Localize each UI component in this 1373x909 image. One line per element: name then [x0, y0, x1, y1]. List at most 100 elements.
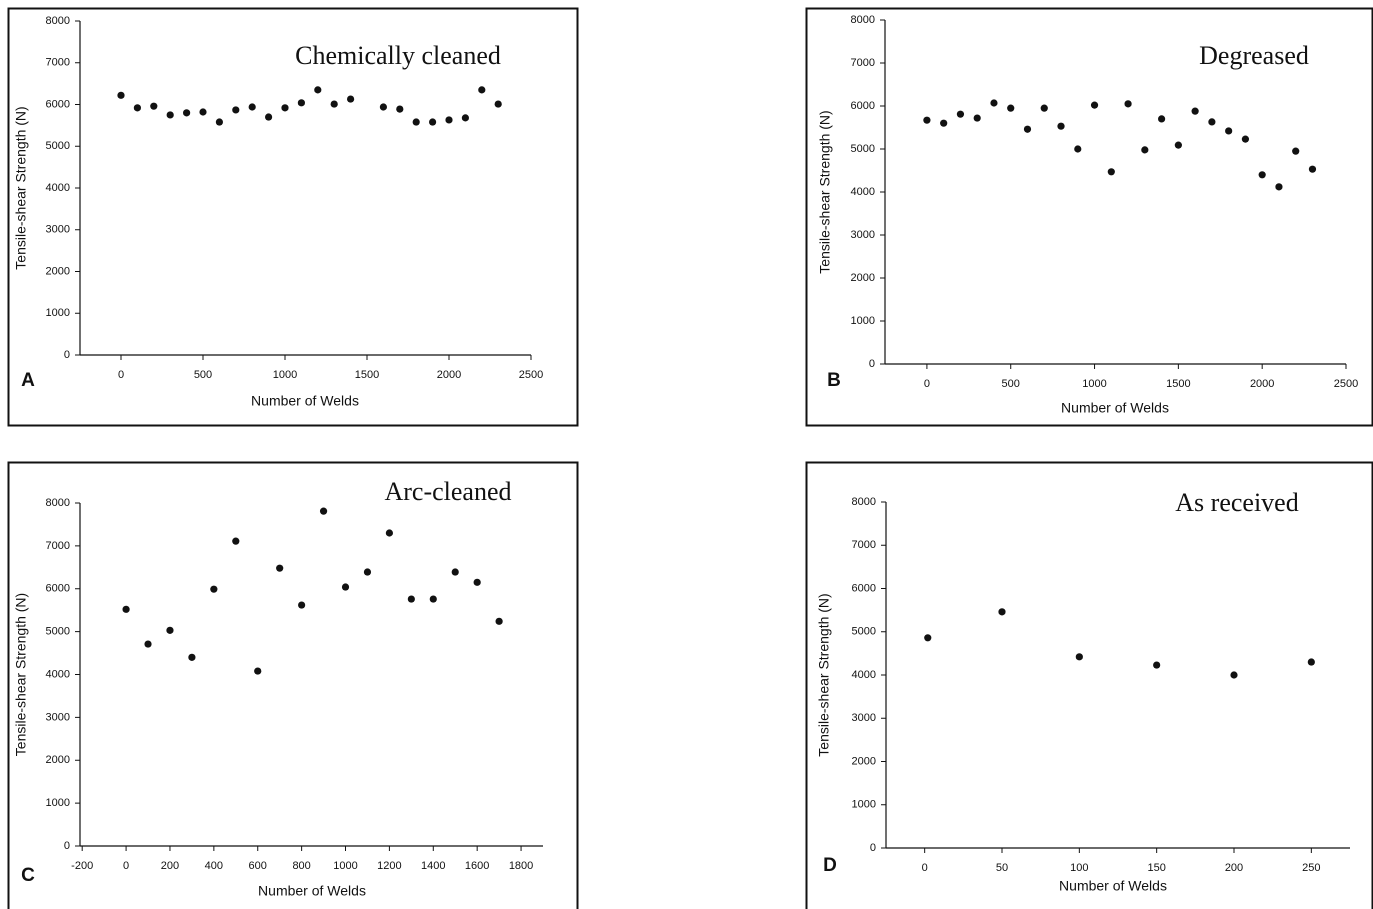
x-tick-label: 1800	[509, 860, 533, 872]
x-tick-label: 0	[924, 378, 930, 390]
panel-title: Chemically cleaned	[295, 41, 501, 70]
point	[254, 667, 262, 675]
y-tick-label: 6000	[46, 98, 70, 110]
point	[265, 113, 273, 121]
x-axis-label: Number of Welds	[1061, 400, 1169, 416]
point	[166, 111, 174, 119]
y-tick-label: 2000	[852, 755, 876, 767]
x-tick-label: 2500	[519, 369, 543, 381]
point	[1208, 118, 1216, 126]
y-tick-label: 2000	[851, 272, 875, 284]
y-tick-label: 0	[64, 840, 70, 852]
y-axis-label: Tensile-shear Strength (N)	[13, 593, 29, 756]
point	[923, 116, 931, 124]
point	[1090, 101, 1099, 109]
panel-label: C	[21, 865, 35, 886]
point	[998, 608, 1006, 616]
y-tick-label: 4000	[46, 668, 70, 680]
point	[445, 116, 453, 124]
x-tick-label: 0	[118, 369, 124, 381]
point	[956, 110, 965, 118]
x-axis-label: Number of Welds	[1059, 878, 1167, 894]
panel-frame	[805, 461, 1373, 909]
panel-frame	[805, 7, 1373, 427]
y-tick-label: 3000	[46, 711, 70, 723]
point	[973, 114, 981, 122]
y-tick-label: 7000	[46, 540, 70, 552]
point	[412, 118, 420, 126]
x-tick-label: 250	[1302, 862, 1320, 874]
point	[298, 601, 306, 609]
point	[1124, 100, 1132, 108]
x-tick-label: 2500	[1334, 378, 1358, 390]
y-tick-label: 8000	[46, 15, 70, 27]
y-axis-label: Tensile-shear Strength (N)	[816, 593, 832, 756]
y-axis-label: Tensile-shear Strength (N)	[817, 110, 833, 273]
y-tick-label: 8000	[46, 497, 70, 509]
x-tick-label: 500	[1002, 378, 1020, 390]
point	[494, 100, 502, 108]
y-tick-label: 4000	[851, 186, 875, 198]
y-tick-label: 5000	[851, 143, 875, 155]
y-tick-label: 1000	[852, 799, 876, 811]
point	[199, 108, 207, 116]
y-tick-label: 5000	[46, 626, 70, 638]
point	[1040, 104, 1048, 112]
x-tick-label: 1000	[273, 369, 297, 381]
point	[1141, 146, 1149, 154]
point	[319, 507, 328, 515]
point	[1230, 671, 1238, 679]
point	[210, 585, 218, 593]
point	[166, 626, 174, 634]
x-tick-label: 600	[249, 860, 267, 872]
point	[276, 564, 284, 572]
point	[429, 118, 437, 126]
x-tick-label: 400	[205, 860, 223, 872]
x-tick-label: -200	[71, 860, 93, 872]
point	[122, 605, 130, 613]
point	[1153, 661, 1161, 669]
x-tick-label: 1000	[333, 860, 357, 872]
y-tick-label: 3000	[46, 224, 70, 236]
point	[451, 568, 459, 576]
point	[183, 109, 191, 117]
point	[117, 91, 125, 99]
point	[1191, 107, 1199, 115]
x-tick-label: 1000	[1082, 378, 1106, 390]
point	[314, 86, 322, 94]
x-tick-label: 0	[123, 860, 129, 872]
point	[232, 106, 240, 114]
y-tick-label: 4000	[852, 669, 876, 681]
x-tick-label: 200	[1225, 862, 1243, 874]
y-tick-label: 0	[869, 358, 875, 370]
y-tick-label: 2000	[46, 754, 70, 766]
point	[1075, 653, 1083, 661]
y-tick-label: 0	[64, 349, 70, 361]
x-tick-label: 2000	[437, 369, 461, 381]
point	[150, 102, 158, 110]
x-axis-label: Number of Welds	[251, 393, 359, 409]
point	[396, 105, 404, 113]
point	[1308, 165, 1317, 173]
panel-label: A	[21, 370, 35, 391]
point	[1275, 183, 1283, 191]
y-tick-label: 7000	[851, 57, 875, 69]
point	[341, 583, 350, 591]
point	[1258, 171, 1266, 179]
x-axis-label: Number of Welds	[258, 883, 366, 899]
point	[1174, 141, 1182, 149]
point	[330, 100, 338, 108]
point	[1241, 135, 1250, 143]
y-tick-label: 4000	[46, 182, 70, 194]
point	[188, 653, 196, 661]
panel-frame	[7, 461, 579, 909]
panel-frame	[7, 7, 579, 427]
y-tick-label: 1000	[851, 315, 875, 327]
y-tick-label: 6000	[46, 583, 70, 595]
point	[1107, 168, 1115, 176]
panel-label: B	[827, 370, 841, 391]
point	[281, 104, 289, 112]
point	[940, 119, 948, 127]
point	[363, 568, 372, 576]
point	[429, 595, 437, 603]
